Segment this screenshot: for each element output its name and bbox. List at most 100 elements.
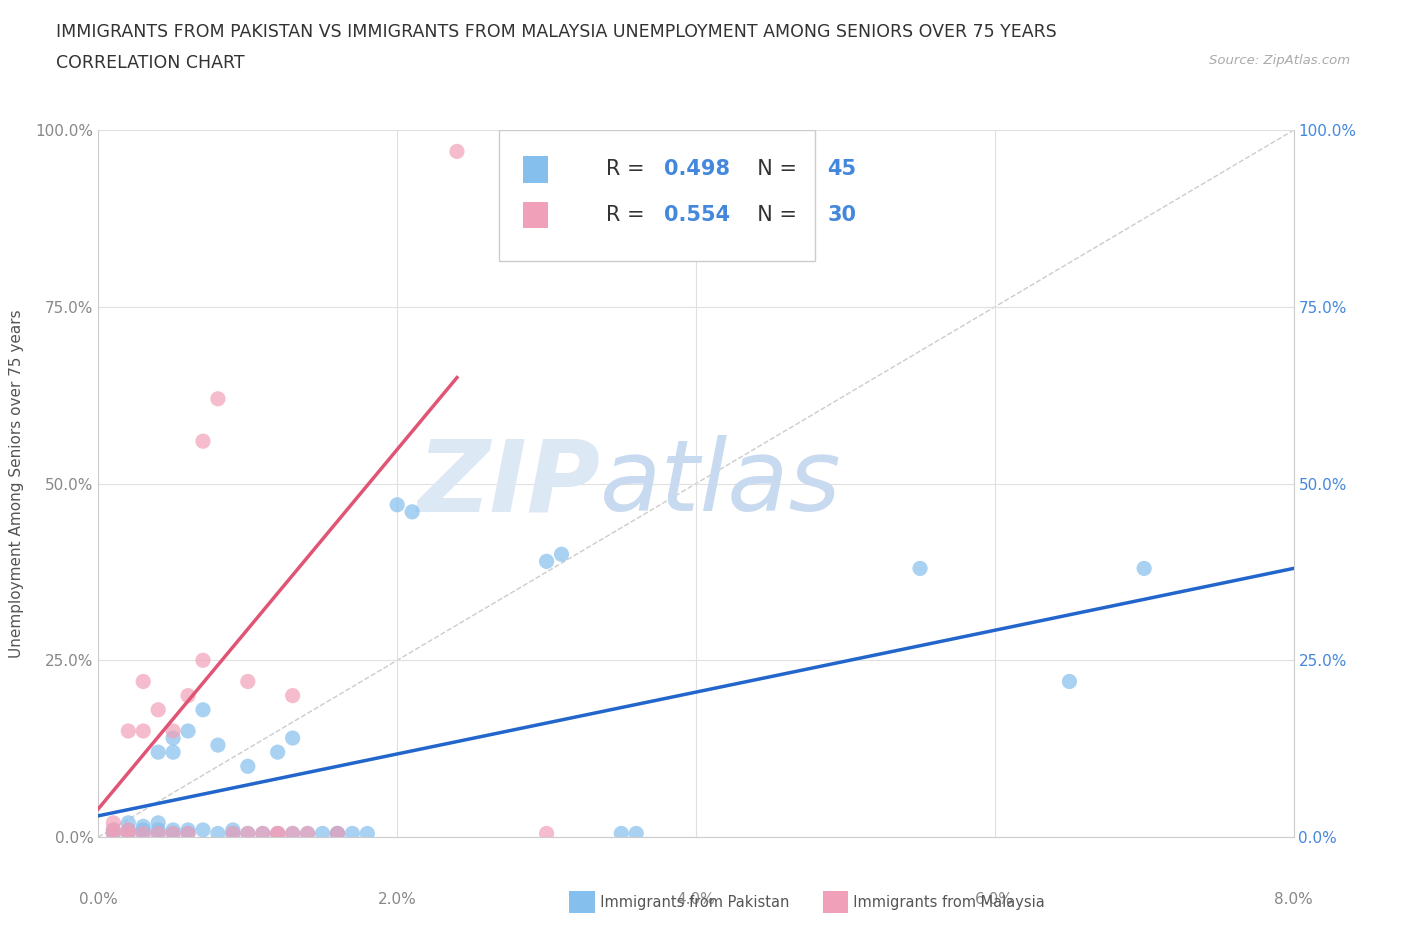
Point	[191, 822, 214, 837]
Point	[550, 547, 572, 562]
Point	[281, 688, 304, 703]
Point	[297, 826, 319, 841]
Point	[103, 822, 125, 837]
Point	[281, 731, 304, 746]
Point	[326, 826, 349, 841]
Text: ZIP: ZIP	[418, 435, 600, 532]
Point	[148, 816, 170, 830]
Text: Immigrants from Pakistan: Immigrants from Pakistan	[591, 895, 789, 910]
Point	[103, 822, 125, 837]
Point	[177, 724, 200, 738]
Point	[1059, 674, 1081, 689]
Point	[117, 724, 139, 738]
Point	[311, 826, 333, 841]
Point	[401, 504, 423, 519]
Point	[222, 826, 245, 841]
Point	[252, 826, 274, 841]
Point	[177, 688, 200, 703]
Point	[446, 144, 468, 159]
FancyBboxPatch shape	[523, 155, 548, 182]
Point	[148, 826, 170, 841]
Point	[908, 561, 931, 576]
Point	[326, 826, 349, 841]
Text: 6.0%: 6.0%	[976, 892, 1014, 907]
Text: 45: 45	[828, 159, 856, 179]
Point	[132, 822, 155, 837]
Text: atlas: atlas	[600, 435, 842, 532]
Point	[207, 392, 229, 406]
Point	[162, 826, 184, 841]
Point	[132, 674, 155, 689]
Text: 30: 30	[828, 205, 856, 225]
Point	[236, 826, 259, 841]
Point	[191, 702, 214, 717]
Point	[132, 724, 155, 738]
Text: IMMIGRANTS FROM PAKISTAN VS IMMIGRANTS FROM MALAYSIA UNEMPLOYMENT AMONG SENIORS : IMMIGRANTS FROM PAKISTAN VS IMMIGRANTS F…	[56, 23, 1057, 41]
Point	[117, 816, 139, 830]
Text: R =: R =	[606, 205, 651, 225]
Point	[148, 822, 170, 837]
Point	[132, 826, 155, 841]
Point	[103, 826, 125, 841]
FancyBboxPatch shape	[523, 202, 548, 229]
Point	[117, 826, 139, 841]
Bar	[569, 891, 595, 913]
Point	[177, 826, 200, 841]
Point	[117, 822, 139, 837]
Point	[162, 822, 184, 837]
Point	[1133, 561, 1156, 576]
Text: CORRELATION CHART: CORRELATION CHART	[56, 54, 245, 72]
Point	[148, 702, 170, 717]
Point	[536, 826, 558, 841]
Point	[385, 498, 409, 512]
Point	[207, 826, 229, 841]
Text: 0.0%: 0.0%	[79, 892, 118, 907]
Point	[148, 745, 170, 760]
Point	[117, 822, 139, 837]
Point	[267, 826, 290, 841]
Text: Immigrants from Malaysia: Immigrants from Malaysia	[844, 895, 1045, 910]
Point	[236, 826, 259, 841]
Text: 2.0%: 2.0%	[378, 892, 416, 907]
Bar	[823, 891, 848, 913]
Point	[162, 731, 184, 746]
Point	[103, 816, 125, 830]
Point	[236, 759, 259, 774]
Point	[162, 826, 184, 841]
Point	[356, 826, 378, 841]
Point	[222, 822, 245, 837]
Text: 0.554: 0.554	[664, 205, 730, 225]
Point	[207, 737, 229, 752]
Point	[536, 554, 558, 569]
Point	[132, 826, 155, 841]
Point	[148, 826, 170, 841]
Point	[132, 819, 155, 834]
Point	[281, 826, 304, 841]
Point	[252, 826, 274, 841]
Point	[222, 826, 245, 841]
Point	[267, 826, 290, 841]
Point	[342, 826, 364, 841]
Point	[267, 826, 290, 841]
Point	[117, 826, 139, 841]
Y-axis label: Unemployment Among Seniors over 75 years: Unemployment Among Seniors over 75 years	[10, 310, 24, 658]
Point	[236, 674, 259, 689]
Text: R =: R =	[606, 159, 651, 179]
Point	[191, 653, 214, 668]
Point	[103, 826, 125, 841]
Text: Source: ZipAtlas.com: Source: ZipAtlas.com	[1209, 54, 1350, 67]
Point	[297, 826, 319, 841]
Text: N =: N =	[744, 159, 803, 179]
Point	[326, 826, 349, 841]
Point	[162, 724, 184, 738]
Point	[281, 826, 304, 841]
Text: N =: N =	[744, 205, 803, 225]
Point	[177, 822, 200, 837]
Point	[191, 433, 214, 448]
Point	[626, 826, 648, 841]
Text: 4.0%: 4.0%	[676, 892, 716, 907]
Point	[162, 745, 184, 760]
Point	[610, 826, 633, 841]
Point	[267, 745, 290, 760]
Text: 0.498: 0.498	[664, 159, 730, 179]
